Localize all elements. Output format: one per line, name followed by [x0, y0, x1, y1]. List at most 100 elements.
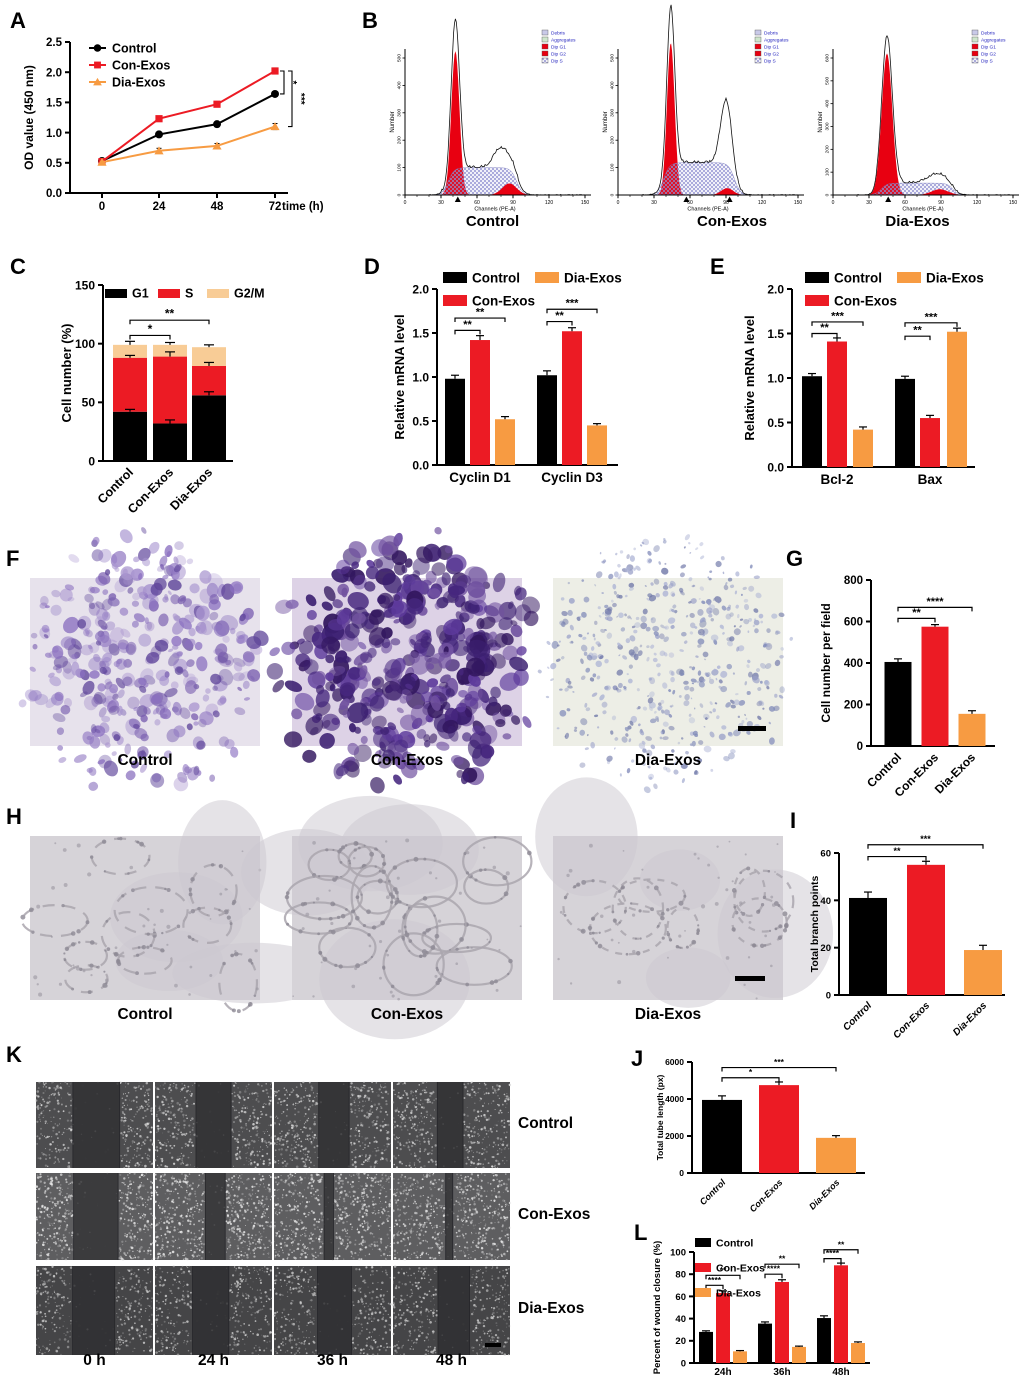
stacked-bar-segment: [192, 347, 226, 366]
panel-k-label: K: [6, 1042, 22, 1067]
x-category-label: Dia-Exos: [807, 1177, 841, 1211]
y-tick-label: 100: [610, 163, 616, 171]
y-tick-label: 60: [820, 848, 831, 859]
wound-gap: [73, 1173, 119, 1260]
legend-swatch: [971, 43, 979, 50]
y-tick-label: 150: [75, 278, 95, 292]
y-tick-label: 0: [681, 1358, 686, 1369]
scale-bar: [735, 976, 765, 981]
y-tick-label: 200: [844, 700, 863, 712]
legend-swatch: [805, 272, 829, 283]
y-tick-label: 600: [825, 54, 831, 62]
y-tick-label: 1.5: [767, 327, 784, 341]
wound-healing-micrograph: [273, 1266, 392, 1357]
panel-b-label: B: [362, 8, 378, 33]
x-tick-label: 150: [1009, 200, 1018, 206]
legend-label: Debris: [981, 31, 995, 37]
wound-gap: [205, 1173, 226, 1260]
y-axis-title: Cell number (%): [59, 324, 74, 423]
y-tick-label: 300: [610, 108, 616, 116]
wound-healing-micrograph: [273, 1080, 392, 1169]
wound-gap: [445, 1173, 453, 1260]
x-category-label: 24h: [714, 1367, 731, 1378]
dip-s-region: [618, 162, 798, 196]
bar: [775, 1281, 789, 1363]
y-axis-title: Number: [818, 111, 824, 132]
transwell-micrograph: [537, 534, 793, 794]
y-tick-label: 80: [675, 1270, 686, 1281]
wound-gap: [317, 1266, 352, 1355]
bar: [699, 1331, 713, 1363]
panel-i-label: I: [790, 808, 797, 833]
bar: [851, 1343, 865, 1363]
wound-time-label: 0 h: [83, 1352, 106, 1369]
x-tick-label: 150: [794, 200, 803, 206]
transwell-caption: Control: [117, 752, 173, 769]
significance-label: ****: [708, 1275, 722, 1285]
peak-marker-icon: [454, 196, 461, 202]
y-axis-title: OD value (450 nm): [22, 65, 36, 170]
legend-swatch: [695, 1238, 711, 1247]
x-category-label: Con-Exos: [891, 1000, 932, 1041]
x-tick-label: 72: [269, 201, 282, 213]
wound-gap: [72, 1266, 115, 1355]
significance-label: **: [165, 307, 175, 321]
panel-h-label: H: [6, 804, 22, 829]
y-tick-label: 400: [610, 81, 616, 89]
bar: [884, 661, 912, 746]
x-category-label: Dia-Exos: [951, 1000, 989, 1038]
x-category-label: Dia-Exos: [167, 465, 215, 513]
x-axis-title: Channels (PE-A): [687, 207, 728, 213]
y-tick-label: 1.5: [46, 98, 63, 110]
legend-swatch: [805, 295, 829, 306]
panel-a-label: A: [10, 8, 26, 33]
x-tick-label: 120: [973, 200, 982, 206]
significance-label: ***: [774, 1057, 785, 1067]
legend-label: Debris: [551, 31, 565, 37]
panel-c-label: C: [10, 254, 26, 279]
y-axis-title: Total branch points: [809, 876, 821, 973]
wound-time-label: 24 h: [197, 1352, 229, 1369]
stacked-bar-segment: [192, 395, 226, 461]
dip-g1-peak: [833, 53, 1013, 196]
bar: [964, 950, 1002, 995]
dip-s-region: [833, 182, 1013, 196]
y-tick-label: 400: [397, 81, 403, 89]
significance-label: **: [838, 1239, 845, 1249]
x-tick-label: 0: [99, 201, 105, 213]
legend-label: Control: [834, 271, 882, 286]
y-tick-label: 0.0: [412, 458, 429, 472]
bar: [792, 1346, 806, 1363]
legend-swatch: [541, 50, 549, 57]
stacked-bar-segment: [153, 356, 187, 424]
bar: [587, 425, 607, 465]
wound-group-label: Control: [518, 1115, 574, 1132]
y-tick-label: 0: [88, 454, 95, 468]
significance-label: **: [555, 310, 564, 322]
bar: [562, 331, 582, 465]
y-tick-label: 500: [825, 77, 831, 85]
histogram-caption: Control: [465, 213, 520, 230]
bar: [895, 378, 915, 467]
legend-label: Aggregates: [981, 38, 1006, 44]
y-tick-label: 800: [844, 575, 863, 587]
bar: [495, 419, 515, 465]
y-tick-label: 100: [75, 337, 95, 351]
significance-label: **: [476, 307, 485, 319]
wound-healing-micrograph: [154, 1081, 273, 1169]
legend-label: Control: [716, 1238, 753, 1250]
panel-j-label: J: [631, 1046, 644, 1071]
y-axis-title: Cell number per field: [819, 603, 833, 722]
stacked-bar-segment: [192, 365, 226, 396]
significance-label: ****: [926, 596, 944, 608]
y-tick-label: 0.0: [46, 188, 62, 200]
y-tick-label: 0: [857, 741, 863, 753]
legend-label: Aggregates: [551, 38, 576, 44]
x-category-label: Control: [698, 1177, 728, 1207]
legend-swatch: [443, 272, 467, 283]
histogram-caption: Con-Exos: [696, 213, 767, 230]
wound-gap: [318, 1082, 350, 1168]
legend-swatch: [971, 36, 979, 43]
